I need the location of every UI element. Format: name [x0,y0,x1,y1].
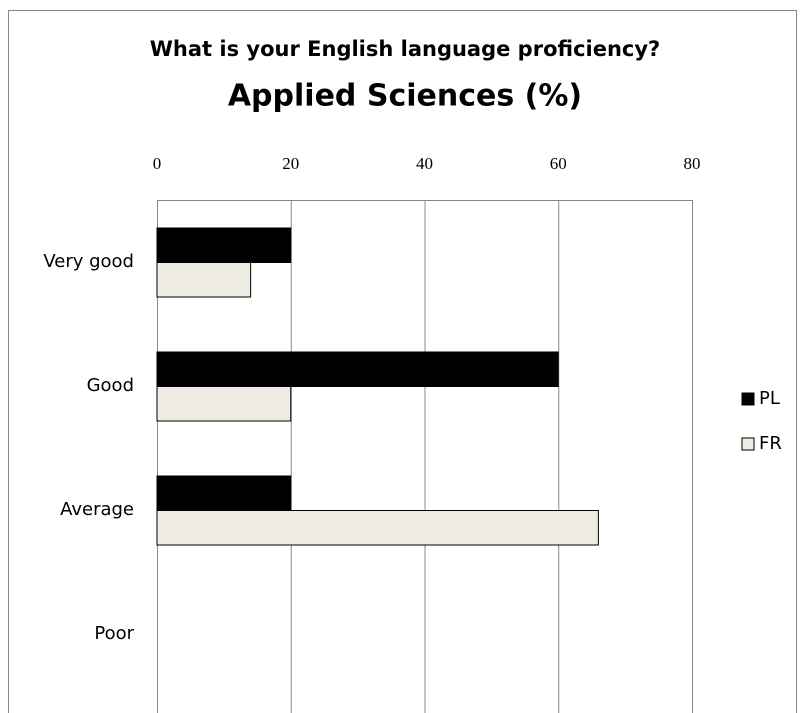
bar [156,262,252,298]
y-tick-label: Poor [94,623,134,644]
chart-subtitle: Applied Sciences (%) [228,79,582,114]
x-tick-label: 40 [416,154,433,173]
bar [156,351,559,387]
bar [156,386,292,422]
legend-label: PL [759,388,780,409]
legend-swatch [741,437,755,451]
legend-label: FR [759,433,782,454]
x-tick-label: 60 [550,154,567,173]
x-tick-label: 80 [684,154,701,173]
legend-swatch [741,392,755,406]
x-tick-label: 20 [282,154,299,173]
bar [156,475,292,511]
x-tick-label: 0 [153,154,162,173]
chart-title: What is your English language proficienc… [150,37,660,61]
y-tick-label: Good [87,375,134,396]
y-tick-label: Very good [43,251,134,272]
bar [156,227,292,263]
bar [156,510,599,546]
y-tick-label: Average [60,499,134,520]
